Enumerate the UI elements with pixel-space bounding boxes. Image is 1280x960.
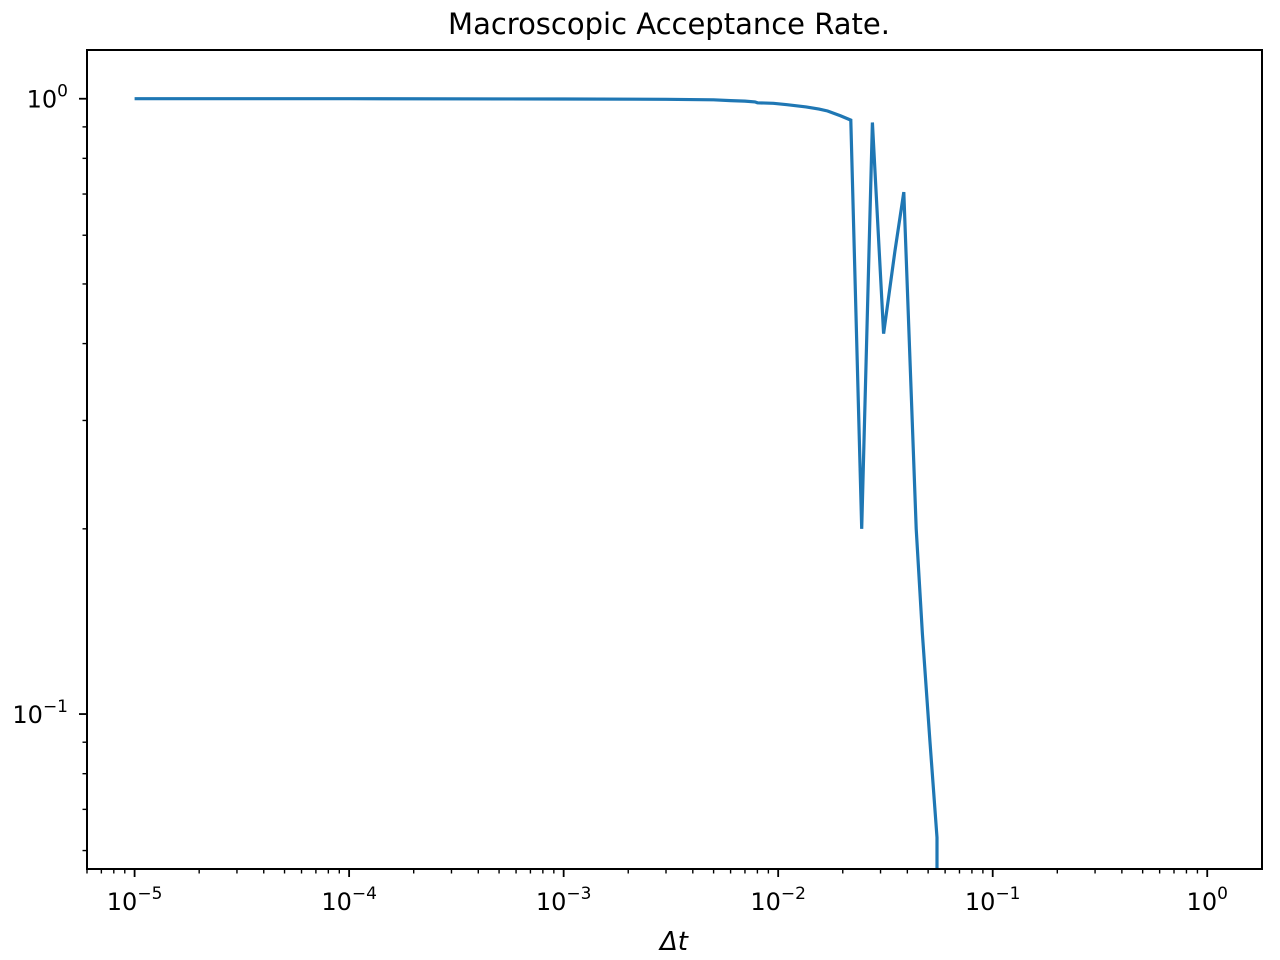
x-tick-label: 10−5 — [107, 884, 163, 916]
x-axis-label: Δt — [658, 927, 689, 957]
axes-frame — [86, 49, 1263, 870]
x-tick-label: 100 — [1187, 884, 1228, 916]
x-tick-label: 10−3 — [536, 884, 592, 916]
series-line — [134, 97, 939, 869]
y-tick-label: 10−1 — [12, 697, 68, 729]
chart-title: Macroscopic Acceptance Rate. — [448, 7, 890, 41]
x-tick-label: 10−2 — [750, 884, 806, 916]
x-tick-label: 10−4 — [321, 884, 377, 916]
y-tick-label: 100 — [27, 82, 68, 114]
x-tick-label: 10−1 — [965, 884, 1021, 916]
axis-ticks: 10−5 10−4 10−3 10−2 10−1 100 100 10−1 — [12, 82, 1228, 916]
plot-area — [134, 97, 939, 869]
